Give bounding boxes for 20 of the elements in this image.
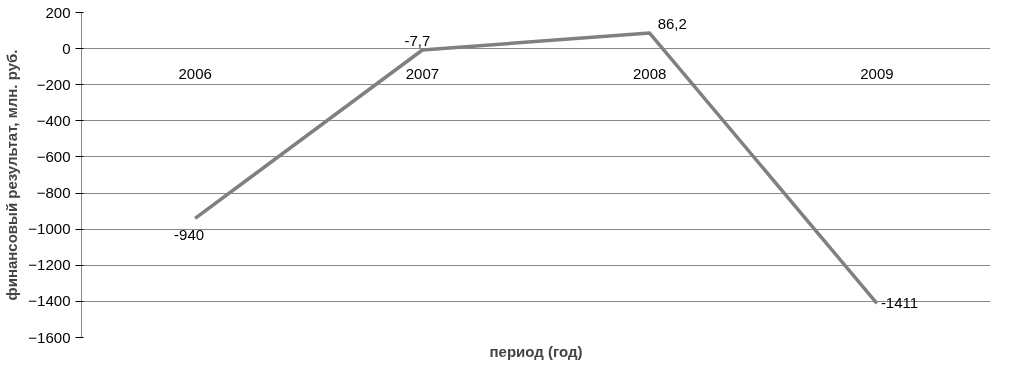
y-tick-label: 0	[62, 39, 71, 57]
data-label: 86,2	[657, 15, 687, 33]
y-tick-label: −1000	[28, 220, 71, 238]
y-tick-label: −800	[36, 184, 71, 202]
data-label: -940	[174, 226, 205, 244]
y-tick-label: −1600	[28, 328, 71, 346]
data-label: -1411	[880, 294, 919, 312]
data-label: -7,7	[404, 32, 431, 49]
y-tick-label: −1200	[28, 256, 71, 274]
y-tick-label: −600	[36, 147, 71, 165]
x-tick-label: 2007	[405, 64, 440, 82]
y-tick-label: 200	[45, 3, 71, 21]
x-tick-label: 2006	[178, 64, 212, 82]
x-axis-title: период (год)	[489, 342, 583, 360]
y-axis-title: финансовый результат, млн. руб.	[3, 49, 21, 301]
y-tick-label: −200	[36, 75, 71, 93]
x-tick-label: 2008	[632, 64, 667, 82]
x-tick-label: 2009	[860, 64, 894, 82]
y-tick-label: −400	[36, 111, 71, 129]
y-tick-label: −1400	[28, 292, 71, 310]
